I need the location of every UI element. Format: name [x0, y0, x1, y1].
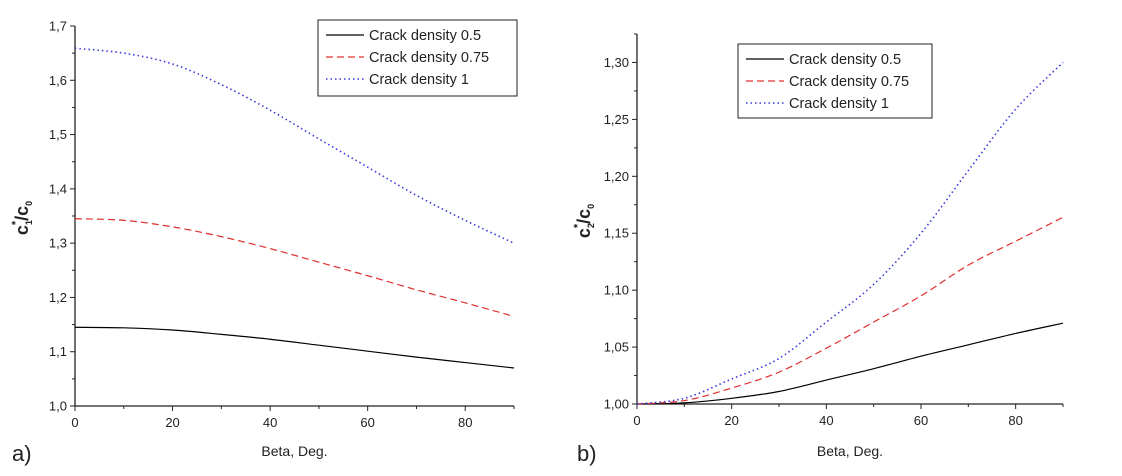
- x-tick-label: 60: [914, 413, 928, 428]
- y-tick-label: 1,20: [604, 169, 629, 184]
- chart-a: 0 20 40 60 80 1,0 1,1 1,2 1,3 1,4 1,5 1,6 1,7 Beta, D…: [10, 19, 518, 466]
- y-tick-label: 1,05: [604, 340, 629, 355]
- x-tick-label: 0: [71, 415, 78, 430]
- y-tick-label: 1,4: [49, 181, 67, 196]
- legend: Crack density 0.5 Crack density 0.75 Crack…: [737, 43, 933, 119]
- y-tick-label: 1,7: [49, 19, 67, 34]
- y-label-sub: 2: [586, 223, 596, 228]
- panel-label: b): [577, 441, 597, 466]
- y-label-sup: *: [572, 223, 584, 228]
- x-tick-label: 0: [633, 413, 640, 428]
- y-tick-label: 1,00: [604, 397, 629, 412]
- series-line-0: [74, 326, 515, 369]
- x-tick-label: 40: [819, 413, 833, 428]
- y-tick-label: 1,0: [49, 399, 67, 414]
- legend-label: Crack density 1: [789, 96, 889, 112]
- x-tick-label: 40: [263, 415, 277, 430]
- y-tick-label: 1,10: [604, 283, 629, 298]
- x-tick-label: 80: [1008, 413, 1022, 428]
- legend-label: Crack density 0.5: [369, 28, 481, 44]
- series-line-2: [636, 61, 1064, 405]
- panel-label: a): [12, 441, 32, 466]
- legend-label: Crack density 0.75: [369, 50, 489, 66]
- x-tick-label: 80: [458, 415, 472, 430]
- y-label-rest: /c: [574, 209, 594, 224]
- y-tick-label: 1,1: [49, 344, 67, 359]
- y-label-base: c: [12, 225, 32, 235]
- legend-label: Crack density 0.75: [789, 74, 909, 90]
- y-tick-label: 1,25: [604, 112, 629, 127]
- y-tick-label: 1,30: [604, 55, 629, 70]
- legend-box: [317, 19, 518, 97]
- x-axis-label: Beta, Deg.: [261, 443, 327, 459]
- legend-label: Crack density 1: [369, 72, 469, 88]
- chart-b: 0 20 40 60 801,001,051,101,151,201,251,30Bet…: [572, 33, 1064, 466]
- x-tick-label: 20: [165, 415, 179, 430]
- legend-label: Crack density 0.5: [789, 52, 901, 68]
- x-axis-label: Beta, Deg.: [817, 443, 883, 459]
- y-label-sub2: 0: [24, 201, 34, 206]
- series-line-1: [74, 218, 515, 318]
- series-line-1: [636, 216, 1064, 405]
- y-label-rest: /c: [12, 206, 32, 221]
- y-tick-label: 1,15: [604, 226, 629, 241]
- y-tick-label: 1,2: [49, 290, 67, 305]
- y-tick-label: 1,6: [49, 73, 67, 88]
- y-label-base: c: [574, 228, 594, 238]
- y-label-sub: 1: [24, 220, 34, 225]
- x-tick-label: 20: [724, 413, 738, 428]
- y-tick-label: 1,5: [49, 127, 67, 142]
- legend: Crack density 0.5 Crack density 0.75 Crack…: [317, 19, 518, 97]
- y-axis-label: c1*/c0: [10, 201, 34, 235]
- y-label-sub2: 0: [586, 204, 596, 209]
- x-tick-label: 60: [360, 415, 374, 430]
- series-line-0: [636, 322, 1064, 405]
- y-axis-label: c2*/c0: [572, 204, 596, 238]
- y-tick-label: 1,3: [49, 236, 67, 251]
- series-line-2: [74, 47, 515, 244]
- y-label-sup: *: [10, 220, 22, 225]
